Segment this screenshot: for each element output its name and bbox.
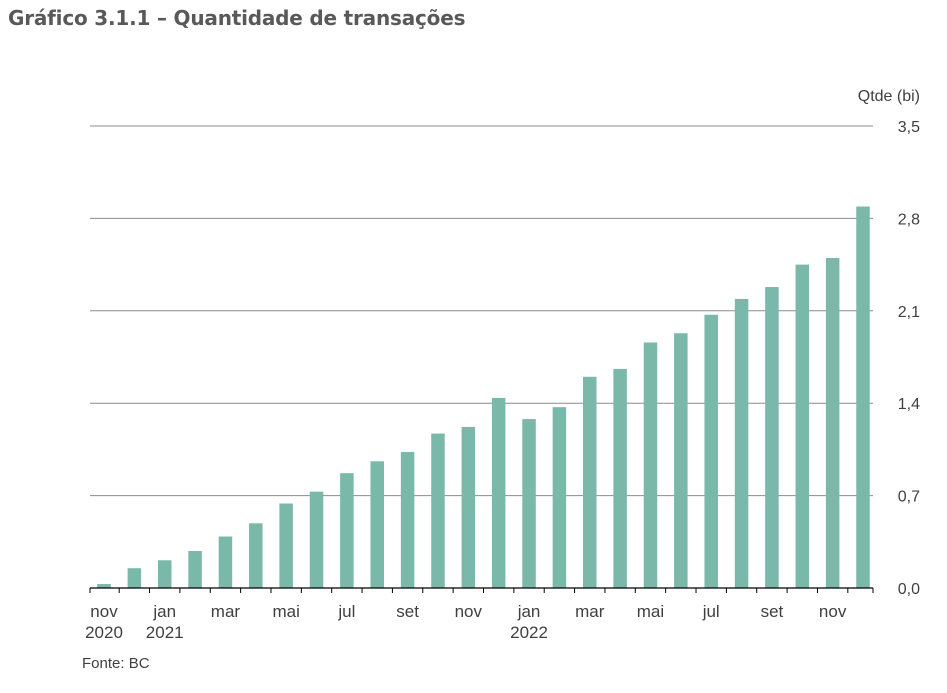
bar — [825, 258, 840, 588]
x-tick-label: jan — [152, 602, 176, 621]
chart-title: Gráfico 3.1.1 – Quantidade de transações — [8, 6, 466, 30]
bar — [340, 473, 354, 588]
x-tick-year-label: 2020 — [85, 623, 123, 642]
bar — [249, 523, 263, 588]
bar — [522, 419, 536, 588]
bar — [97, 584, 111, 588]
x-tick-year-label: 2022 — [510, 623, 548, 642]
x-axis — [89, 587, 874, 593]
x-tick-label: nov — [90, 602, 118, 621]
x-tick-label: nov — [455, 602, 483, 621]
x-tick-label: jul — [702, 602, 720, 621]
x-tick-label: mai — [637, 602, 664, 621]
y-tick-label: 0,0 — [898, 581, 920, 598]
x-tick-labels: nov 2020 jan 2021 mar mai jul set nov jan 2022 mar m… — [85, 602, 847, 642]
bar — [856, 206, 870, 588]
bar — [734, 298, 749, 588]
bar — [765, 287, 779, 588]
x-tick-label: jul — [337, 602, 355, 621]
x-tick-label: set — [396, 602, 419, 621]
bar — [704, 314, 718, 588]
bar — [583, 376, 597, 588]
bar — [643, 342, 658, 588]
x-tick-year-label: 2021 — [146, 623, 184, 642]
source-note: Fonte: BC — [82, 655, 150, 672]
y-axis: 0,0 0,7 1,4 2,1 2,8 3,5 — [898, 119, 920, 598]
bar — [218, 536, 233, 588]
y-tick-label: 2,1 — [898, 304, 920, 321]
gridlines — [90, 125, 873, 497]
bar — [795, 264, 810, 588]
bar — [400, 452, 415, 588]
x-tick-label: set — [761, 602, 784, 621]
bar — [431, 433, 445, 588]
x-tick-label: mar — [575, 602, 605, 621]
x-tick-label: jan — [517, 602, 541, 621]
bar — [461, 426, 476, 588]
bar — [127, 568, 142, 588]
bar — [309, 491, 324, 588]
bar — [491, 397, 506, 588]
bar — [188, 551, 202, 588]
bars — [97, 206, 870, 588]
y-tick-label: 1,4 — [898, 396, 920, 413]
bar — [370, 461, 384, 588]
y-tick-label: 2,8 — [898, 211, 920, 228]
x-tick-label: mar — [211, 602, 241, 621]
x-tick-label: mai — [272, 602, 299, 621]
bar — [552, 407, 567, 588]
y-tick-label: 3,5 — [898, 119, 920, 136]
y-tick-label: 0,7 — [898, 489, 920, 506]
bar — [279, 503, 293, 588]
bar — [157, 560, 172, 588]
y-axis-label: Qtde (bi) — [858, 88, 920, 105]
x-tick-label: nov — [819, 602, 847, 621]
bar — [674, 333, 688, 588]
bar — [613, 368, 627, 588]
